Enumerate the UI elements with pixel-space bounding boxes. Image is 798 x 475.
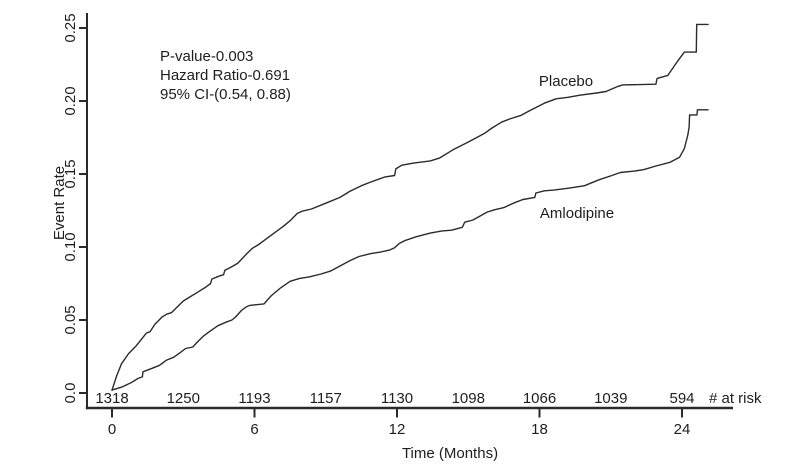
at-risk-value: 594 xyxy=(669,390,694,407)
at-risk-value: 1250 xyxy=(167,390,200,407)
at-risk-value: 1157 xyxy=(310,390,342,407)
stats-annotation: P-value-0.003 Hazard Ratio-0.691 95% CI-… xyxy=(160,48,291,103)
y-axis-ticks: 0.0 0.05 0.10 0.15 0.20 0.25 xyxy=(62,13,88,403)
x-tick-label: 18 xyxy=(531,421,548,438)
at-risk-value: 1039 xyxy=(594,390,627,407)
curve-amlodipine xyxy=(111,109,709,391)
event-rate-curves xyxy=(111,23,709,391)
at-risk-value: 1130 xyxy=(381,390,413,407)
at-risk-row: 1318 1250 1193 1157 1130 1098 1066 1039 594 xyxy=(95,390,694,407)
stat-line-hazard-ratio: Hazard Ratio-0.691 xyxy=(160,67,290,84)
curve-label-amlodipine: Amlodipine xyxy=(540,205,614,222)
at-risk-value: 1098 xyxy=(452,390,485,407)
at-risk-label: # at risk xyxy=(709,390,762,407)
at-risk-value: 1066 xyxy=(523,390,556,407)
y-tick-label: 0.25 xyxy=(62,13,79,42)
y-tick-label: 0.15 xyxy=(62,159,79,188)
plot-axes xyxy=(85,13,733,410)
at-risk-value: 1193 xyxy=(238,390,270,407)
y-tick-label: 0.05 xyxy=(62,305,79,334)
x-tick-label: 24 xyxy=(674,421,691,438)
y-tick-label: 0.10 xyxy=(62,232,79,261)
curve-label-placebo: Placebo xyxy=(539,73,593,90)
at-risk-value: 1318 xyxy=(95,390,128,407)
x-tick-label: 0 xyxy=(108,421,116,438)
y-axis-title: Event Rate xyxy=(51,166,68,240)
y-tick-label: 0.20 xyxy=(62,86,79,115)
x-axis-title: Time (Months) xyxy=(402,445,498,462)
x-tick-label: 6 xyxy=(250,421,258,438)
x-tick-label: 12 xyxy=(389,421,406,438)
x-axis-ticks: 0 6 12 18 24 xyxy=(108,408,691,438)
y-tick-label: 0.0 xyxy=(62,383,79,404)
stat-line-pvalue: P-value-0.003 xyxy=(160,48,253,65)
stat-line-confidence-interval: 95% CI-(0.54, 0.88) xyxy=(160,86,291,103)
curve-placebo xyxy=(111,23,709,391)
